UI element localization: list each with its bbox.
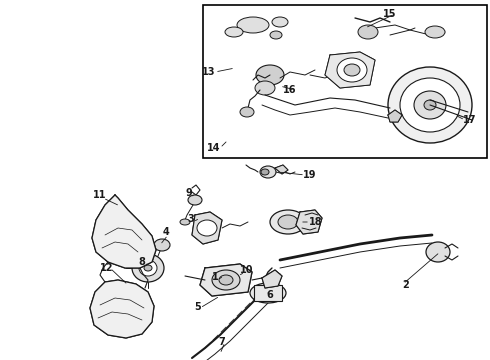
- Ellipse shape: [260, 166, 276, 178]
- Polygon shape: [92, 195, 156, 268]
- Polygon shape: [90, 280, 154, 338]
- Ellipse shape: [188, 195, 202, 205]
- Ellipse shape: [358, 25, 378, 39]
- Ellipse shape: [270, 31, 282, 39]
- Text: 13: 13: [202, 67, 216, 77]
- Text: 18: 18: [309, 217, 323, 227]
- Ellipse shape: [388, 67, 472, 143]
- Text: 7: 7: [219, 337, 225, 347]
- Polygon shape: [296, 210, 322, 234]
- Text: 8: 8: [139, 257, 146, 267]
- Ellipse shape: [212, 270, 240, 290]
- Text: 10: 10: [240, 265, 254, 275]
- Ellipse shape: [344, 64, 360, 76]
- Ellipse shape: [256, 65, 284, 85]
- Ellipse shape: [400, 78, 460, 132]
- Polygon shape: [275, 165, 288, 174]
- Ellipse shape: [132, 254, 164, 282]
- Ellipse shape: [180, 219, 190, 225]
- Bar: [203, 5, 487, 158]
- Ellipse shape: [270, 210, 306, 234]
- Ellipse shape: [425, 26, 445, 38]
- Text: 6: 6: [267, 290, 273, 300]
- Ellipse shape: [139, 260, 157, 276]
- Ellipse shape: [250, 283, 286, 303]
- Text: 17: 17: [463, 115, 477, 125]
- Bar: [254, 285, 282, 301]
- Ellipse shape: [197, 220, 217, 236]
- Text: 15: 15: [383, 9, 397, 19]
- Polygon shape: [262, 270, 282, 288]
- Polygon shape: [192, 212, 222, 244]
- Ellipse shape: [237, 17, 269, 33]
- Ellipse shape: [258, 287, 278, 299]
- Ellipse shape: [414, 91, 446, 119]
- Polygon shape: [200, 264, 252, 296]
- Text: 11: 11: [93, 190, 107, 200]
- Polygon shape: [325, 52, 375, 88]
- Text: 5: 5: [195, 302, 201, 312]
- Ellipse shape: [144, 265, 152, 271]
- Ellipse shape: [261, 169, 269, 175]
- Text: 14: 14: [207, 143, 221, 153]
- Text: 12: 12: [100, 263, 114, 273]
- Ellipse shape: [426, 242, 450, 262]
- Text: 1: 1: [212, 272, 219, 282]
- Text: 3: 3: [188, 214, 195, 224]
- Ellipse shape: [225, 27, 243, 37]
- Ellipse shape: [240, 107, 254, 117]
- Ellipse shape: [255, 81, 275, 95]
- Ellipse shape: [278, 215, 298, 229]
- Ellipse shape: [154, 239, 170, 251]
- Text: 19: 19: [303, 170, 317, 180]
- Text: 4: 4: [163, 227, 170, 237]
- Ellipse shape: [219, 275, 233, 285]
- Text: 9: 9: [186, 188, 193, 198]
- Text: 2: 2: [403, 280, 409, 290]
- Ellipse shape: [272, 17, 288, 27]
- Ellipse shape: [337, 58, 367, 82]
- Text: 16: 16: [283, 85, 297, 95]
- Polygon shape: [388, 110, 402, 122]
- Ellipse shape: [424, 100, 436, 110]
